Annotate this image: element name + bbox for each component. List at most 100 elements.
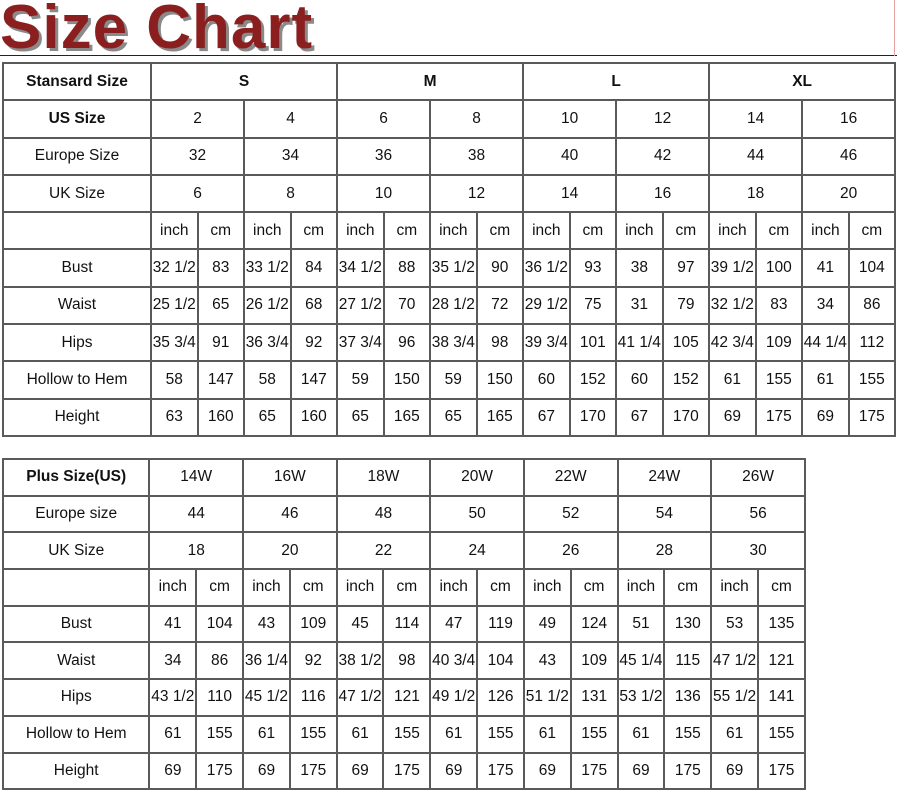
measure-value: 92	[288, 641, 338, 681]
europe-size: 34	[242, 136, 339, 176]
unit-label: inch	[710, 568, 759, 607]
measure-value: 38 1/2	[335, 641, 385, 681]
measure-value: 69	[242, 751, 291, 791]
measure-value: 109	[288, 604, 338, 644]
measure-value: 34	[148, 641, 198, 681]
measure-value: 70	[382, 285, 432, 326]
europe-size: 46	[801, 136, 897, 176]
measure-value: 130	[663, 604, 713, 644]
unit-label: inch	[615, 211, 664, 251]
measure-row: Hollow to Hem 61 155 61 155 61 155 61 155 61 155 61…	[1, 714, 807, 754]
measure-value: 69	[148, 751, 198, 791]
measure-value: 61	[242, 714, 291, 754]
size-group: S	[149, 61, 339, 102]
row-label: Waist	[2, 285, 152, 326]
unit-label: cm	[663, 568, 713, 607]
measure-value: 28 1/2	[429, 285, 478, 326]
measure-value: 65	[243, 397, 292, 437]
us-size: 4	[242, 99, 339, 139]
measure-value: 32 1/2	[708, 285, 757, 326]
measure-value: 58	[150, 360, 199, 400]
measure-value: 61	[335, 714, 385, 754]
measure-value: 65	[429, 397, 478, 437]
measure-value: 92	[289, 323, 339, 363]
measure-value: 98	[382, 641, 432, 681]
measure-row: Bust 41 104 43 109 45 114 47 119 49 124 51 130 53 135	[1, 604, 807, 644]
uk-size: 28	[616, 531, 713, 571]
unit-label: inch	[429, 568, 479, 607]
measure-value: 44 1/4	[801, 323, 850, 363]
measure-value: 175	[663, 751, 713, 791]
us-size: 10	[522, 99, 618, 139]
measure-value: 100	[754, 248, 804, 288]
measure-row: Height 63 160 65 160 65 165 65 165 67 170 67 170 69 17…	[2, 397, 897, 437]
measure-value: 61	[710, 714, 759, 754]
row-label: Bust	[2, 248, 152, 288]
measure-value: 61	[429, 714, 479, 754]
measure-value: 170	[661, 397, 711, 437]
measure-value: 91	[196, 323, 245, 363]
measure-value: 61	[148, 714, 198, 754]
measure-value: 88	[382, 248, 432, 288]
unit-label: inch	[429, 211, 478, 251]
measure-value: 38	[615, 248, 664, 288]
measure-value: 101	[568, 323, 618, 363]
uk-size: 20	[242, 531, 338, 571]
measure-value: 175	[195, 751, 245, 791]
us-size: 14	[708, 99, 804, 139]
measure-value: 59	[429, 360, 478, 400]
measure-value: 65	[196, 285, 245, 326]
measure-value: 147	[289, 360, 339, 400]
unit-label: cm	[569, 568, 619, 607]
measure-value: 136	[663, 678, 713, 717]
us-size: 12	[615, 99, 711, 139]
us-size: 14W	[148, 458, 245, 497]
measure-value: 155	[288, 714, 338, 754]
europe-size: 54	[616, 494, 713, 534]
uk-size-row: UK Size 18 20 22 24 26 28 30	[1, 531, 806, 571]
unit-label: cm	[475, 211, 525, 251]
measure-value: 53 1/2	[616, 678, 666, 717]
measure-value: 35 1/2	[429, 248, 478, 288]
measure-value: 104	[847, 248, 897, 288]
measure-value: 175	[754, 397, 804, 437]
us-size-row: Plus Size(US) 14W 16W 18W 20W 22W 24W 26W	[1, 458, 806, 497]
row-label: Hollow to Hem	[2, 360, 152, 400]
uk-size-row: UK Size 6 8 10 12 14 16 18 20	[2, 173, 897, 214]
europe-size: 46	[242, 494, 338, 534]
unit-label: inch	[616, 568, 666, 607]
measure-value: 47 1/2	[710, 641, 759, 681]
row-label: Hips	[1, 678, 151, 717]
unit-label: cm	[382, 211, 432, 251]
unit-label: cm	[847, 211, 897, 251]
measure-value: 39 3/4	[522, 323, 571, 363]
measure-value: 32 1/2	[150, 248, 199, 288]
measure-value: 175	[847, 397, 897, 437]
uk-size: 26	[522, 531, 619, 571]
measure-value: 155	[195, 714, 245, 754]
measure-value: 61	[708, 360, 757, 400]
measure-value: 43 1/2	[148, 678, 198, 717]
measure-value: 42 3/4	[708, 323, 757, 363]
measure-value: 69	[429, 751, 479, 791]
uk-size: 18	[708, 173, 804, 214]
uk-size: 22	[335, 531, 432, 571]
row-label: UK Size	[2, 173, 152, 214]
header-label: Plus Size(US)	[1, 458, 151, 497]
measure-value: 152	[568, 360, 618, 400]
measure-value: 83	[754, 285, 804, 326]
unit-label: inch	[801, 211, 850, 251]
measure-value: 68	[289, 285, 339, 326]
us-size-row: US Size 2 4 6 8 10 12 14 16	[2, 99, 897, 139]
uk-size: 30	[710, 531, 806, 571]
measure-value: 61	[616, 714, 666, 754]
measure-value: 160	[289, 397, 339, 437]
measure-value: 60	[522, 360, 571, 400]
measure-value: 98	[475, 323, 525, 363]
uk-size: 16	[615, 173, 711, 214]
measure-value: 93	[568, 248, 618, 288]
measure-row: Hollow to Hem 58 147 58 147 59 150 59 150 60 152 60…	[2, 360, 897, 400]
measure-value: 175	[476, 751, 525, 791]
measure-value: 69	[522, 751, 572, 791]
measure-value: 84	[289, 248, 339, 288]
